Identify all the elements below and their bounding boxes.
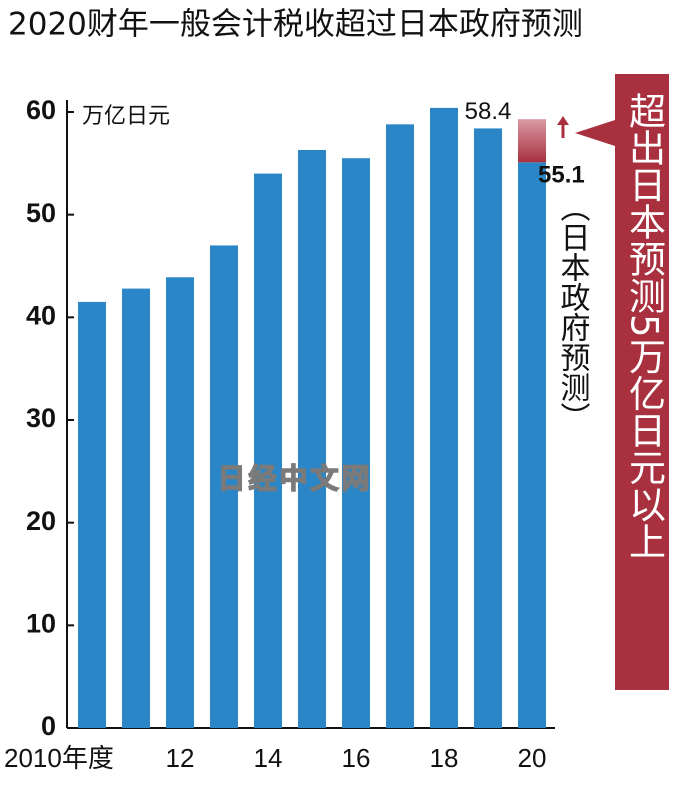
x-tick-label: 16 — [342, 743, 371, 773]
y-tick-label: 40 — [26, 300, 56, 330]
watermark: 日经中文网 — [217, 462, 372, 495]
x-tick-label: 2010年度 — [4, 743, 114, 773]
y-tick-label: 30 — [26, 403, 56, 433]
x-tick-label: 20 — [518, 743, 547, 773]
bar — [342, 158, 370, 728]
callout-pointer — [575, 120, 615, 146]
y-tick-label: 60 — [26, 95, 56, 125]
up-arrow-head — [557, 116, 569, 125]
callout-text: 超出日本预测5万亿日元以上 — [623, 92, 667, 560]
bar — [474, 128, 502, 729]
bar — [78, 301, 106, 728]
bar — [518, 162, 546, 729]
y-tick-label: 10 — [26, 608, 56, 638]
bar — [210, 245, 238, 728]
bar — [166, 277, 194, 728]
x-tick-label: 14 — [254, 743, 283, 773]
x-tick-label: 12 — [166, 743, 195, 773]
y-tick-label: 20 — [26, 506, 56, 536]
bar — [430, 107, 458, 729]
unit-label: 万亿日元 — [82, 104, 170, 129]
bar — [298, 149, 326, 728]
bar — [122, 288, 150, 728]
bar — [518, 119, 546, 163]
forecast-note: （日本政府预测） — [555, 192, 591, 432]
chart-title: 2020财年一般会计税收超过日本政府预测 — [8, 7, 583, 43]
callout-box — [615, 74, 669, 690]
value-label: 58.4 — [465, 98, 512, 125]
bar — [386, 124, 414, 728]
y-tick-label: 0 — [41, 711, 56, 741]
x-tick-label: 18 — [430, 743, 459, 773]
bar — [254, 173, 282, 729]
value-label: 55.1 — [538, 162, 585, 189]
y-tick-label: 50 — [26, 198, 56, 228]
